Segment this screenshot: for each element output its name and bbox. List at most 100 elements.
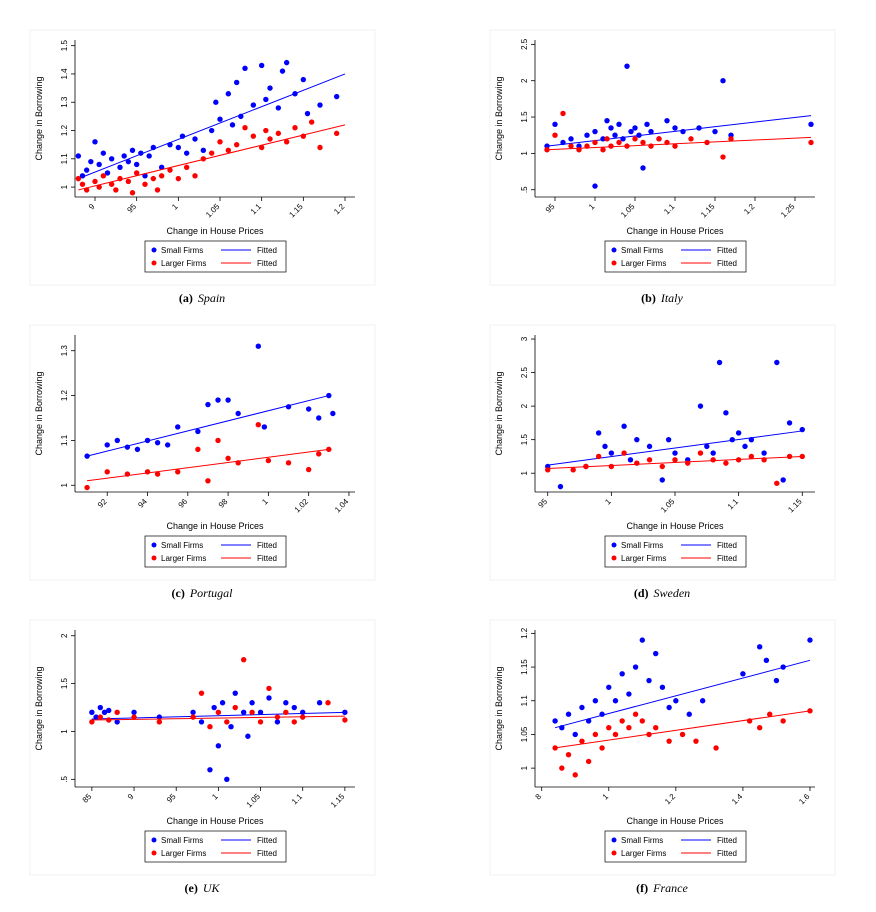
fitted-line [546, 115, 812, 147]
x-tick-label: 1.2 [332, 202, 347, 217]
scatter-point [114, 437, 121, 444]
legend-label: Fitted [257, 541, 277, 550]
scatter-point [240, 656, 247, 663]
scatter-point [84, 484, 90, 491]
y-axis-title: Change in Borrowing [34, 76, 44, 160]
scatter-point [250, 133, 257, 139]
scatter-point [710, 450, 716, 456]
scatter-point [207, 723, 213, 730]
legend-box [144, 240, 287, 273]
scatter-point [316, 700, 323, 706]
caption-text: Portugal [189, 586, 233, 600]
scatter-point [275, 105, 282, 111]
panel: 1 1.05 1.1 1.15 1.2 8 1 1.2 1.4 1.6 Change in Borr… [489, 619, 836, 895]
scatter-point [688, 136, 694, 142]
x-tick-label: 1.05 [204, 202, 222, 220]
scatter-point [807, 637, 813, 643]
scatter-point [735, 430, 742, 436]
caption-label: (c) [172, 586, 185, 600]
x-tick-label: 1.2 [742, 202, 757, 217]
fitted-line [86, 395, 329, 457]
caption-label: (e) [185, 881, 198, 895]
scatter-point [639, 637, 646, 643]
scatter-point [232, 690, 238, 696]
legend-marker [611, 247, 617, 253]
scatter-point [233, 79, 240, 86]
scatter-point [257, 719, 264, 725]
legend-label: Small Firms [161, 246, 203, 255]
x-tick-label: 1 [603, 497, 613, 507]
scatter-point [592, 128, 598, 135]
y-tick-label: .5 [520, 186, 529, 193]
scatter-point [632, 664, 639, 670]
scatter-point [767, 711, 773, 717]
x-tick-label: 95 [125, 202, 138, 215]
scatter-point [192, 136, 198, 142]
scatter-point [291, 719, 297, 725]
y-tick-label: 1.2 [520, 627, 529, 639]
scatter-point [544, 147, 550, 153]
scatter-point [326, 446, 332, 453]
scatter-point [131, 709, 137, 716]
scatter-point [106, 707, 112, 714]
scatter-point [606, 684, 612, 690]
legend-marker [151, 260, 157, 266]
scatter-point [88, 158, 94, 165]
scatter-point [240, 709, 247, 716]
y-tick-label: 1 [60, 729, 69, 734]
scatter-point [207, 767, 213, 773]
scatter-point [599, 745, 605, 751]
scatter-point [217, 116, 223, 122]
y-axis-title: Change in Borrowing [34, 371, 44, 455]
x-axis-title: Change in House Prices [166, 816, 264, 826]
legend-box [604, 535, 747, 568]
scatter-point [154, 471, 161, 477]
scatter-point [552, 121, 558, 128]
scatter-point [672, 143, 678, 149]
scatter-point [249, 700, 255, 706]
scatter-point [808, 121, 814, 128]
scatter-point [626, 691, 632, 697]
legend-marker [151, 542, 157, 548]
scatter-point [158, 164, 165, 170]
scatter-point [728, 136, 734, 142]
scatter-point [213, 99, 219, 105]
scatter-point [217, 139, 223, 145]
scatter-point [225, 91, 232, 97]
scatter-point [75, 153, 82, 159]
scatter-point [156, 719, 163, 725]
scatter-point [621, 423, 627, 429]
scatter-point [279, 68, 286, 74]
scatter-point [648, 128, 654, 135]
scatter-point [242, 124, 248, 131]
x-tick-label: 1.15 [699, 202, 717, 220]
scatter-point [175, 144, 182, 151]
x-tick-label: 1 [210, 792, 220, 802]
scatter-point [656, 136, 662, 142]
caption-text: Italy [660, 291, 684, 305]
legend-box [604, 830, 747, 863]
scatter-point [659, 684, 666, 690]
scatter-point [224, 776, 230, 783]
x-tick-label: 1.2 [663, 792, 678, 807]
scatter-point [266, 685, 272, 692]
x-tick-label: 1.15 [786, 497, 804, 515]
scatter-point [205, 478, 211, 484]
x-tick-label: 1.04 [333, 497, 351, 515]
legend-box [144, 535, 287, 568]
scatter-point [129, 147, 136, 154]
y-tick-label: 1.1 [520, 695, 529, 707]
legend-label: Fitted [257, 246, 277, 255]
x-tick-label: 94 [136, 497, 149, 510]
scatter-point [258, 62, 265, 69]
legend-marker [611, 542, 617, 548]
scatter-point [304, 110, 311, 117]
scatter-point [183, 164, 190, 170]
y-tick-label: 1.1 [60, 153, 69, 165]
scatter-point [125, 178, 132, 185]
scatter-point [628, 128, 634, 135]
fitted-line [547, 430, 803, 466]
legend-label: Fitted [717, 836, 737, 845]
scatter-point [308, 119, 315, 125]
